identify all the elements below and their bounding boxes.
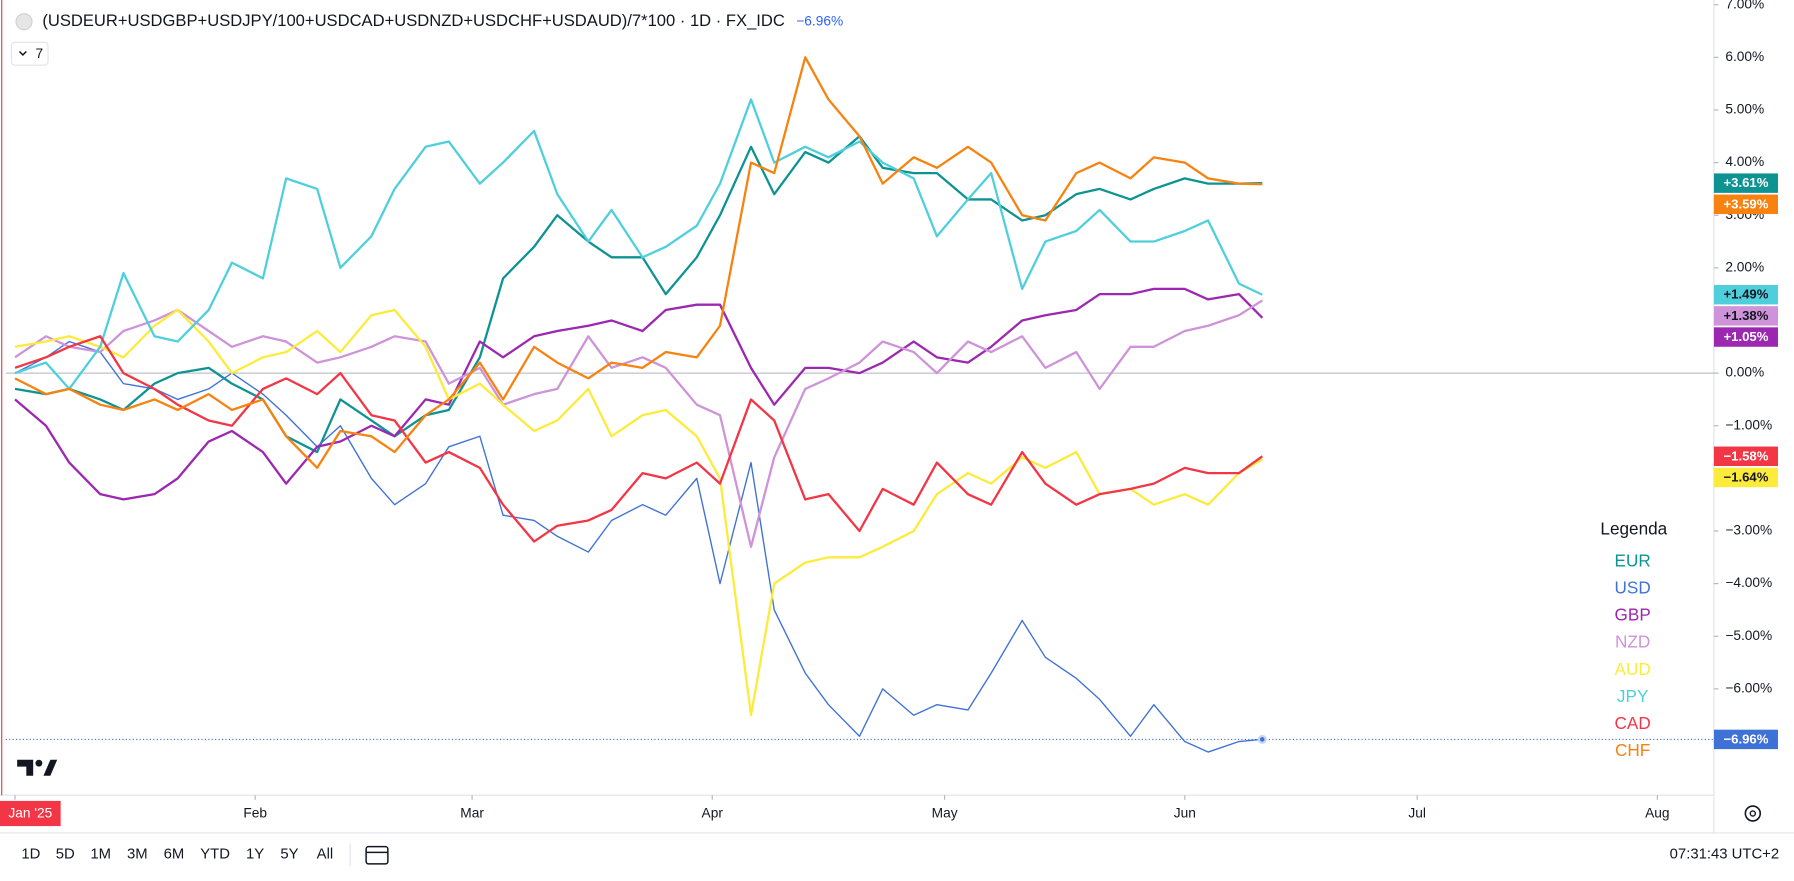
gear-center: [1749, 810, 1757, 817]
series-line: [14, 340, 1263, 753]
x-tick-label: Apr: [702, 806, 724, 821]
range-button[interactable]: 6M: [164, 847, 185, 863]
range-button[interactable]: 5Y: [280, 847, 298, 863]
range-button[interactable]: 5D: [56, 847, 75, 863]
x-tick-label: Feb: [243, 806, 267, 821]
last-value-label: +1.05%: [1723, 329, 1768, 344]
y-tick-label: −4.00%: [1725, 575, 1772, 590]
symbol-icon[interactable]: [15, 13, 33, 31]
last-value-box: [1713, 446, 1778, 466]
series-line: [14, 56, 1263, 469]
gear[interactable]: [1744, 805, 1762, 822]
last-value-box: [1713, 173, 1778, 193]
legend-entry: USD: [1615, 577, 1651, 597]
last-point: [1257, 734, 1267, 744]
range-button[interactable]: 1D: [21, 847, 40, 863]
change-label: −6.96%: [796, 13, 843, 28]
range-button[interactable]: 1M: [90, 847, 111, 863]
y-tick-label: 5.00%: [1725, 102, 1764, 117]
chevron-icon: [18, 50, 27, 56]
legend-entry: GBP: [1615, 605, 1651, 625]
series-line: [14, 335, 1263, 543]
last-value-box: [1713, 284, 1778, 305]
x-tick-label: May: [932, 806, 958, 821]
chart-title: (USDEUR+USDGBP+USDJPY/100+USDCAD+USDNZD+…: [42, 11, 785, 30]
x-tick-label: Jun: [1174, 806, 1196, 821]
legend-entry: EUR: [1615, 550, 1651, 570]
x-tick-label: Mar: [460, 806, 484, 821]
last-value-box: [1713, 467, 1778, 488]
last-value-box: [1713, 327, 1778, 347]
legend-entry: NZD: [1615, 632, 1650, 652]
toolbar: 1D 5D 1M 3M 6M YTD 1Y 5Y All: [21, 847, 333, 863]
plot-area: [5, 56, 1714, 753]
logo-part: [35, 759, 43, 767]
range-button[interactable]: YTD: [200, 847, 230, 863]
y-tick-label: −6.00%: [1725, 681, 1772, 696]
series-line: [14, 287, 1264, 501]
tradingview-logo: [17, 759, 58, 776]
y-tick-label: 4.00%: [1725, 154, 1764, 169]
series-line: [14, 98, 1263, 391]
logo-part: [43, 759, 58, 776]
x-tick-highlight: [0, 800, 61, 827]
legend-entry: CHF: [1615, 740, 1650, 760]
y-tick-label: 0.00%: [1725, 365, 1764, 380]
series-line: [14, 308, 1263, 717]
legend-toggle[interactable]: [10, 41, 49, 66]
collapsed-count: 7: [35, 46, 43, 61]
last-value-box: [1713, 306, 1778, 326]
calendar-body: [365, 845, 389, 865]
y-tick-label: −5.00%: [1725, 628, 1772, 643]
y-tick-label: −1.00%: [1725, 417, 1772, 432]
y-tick-label: 7.00%: [1725, 0, 1764, 11]
legend-entry: AUD: [1615, 659, 1651, 679]
last-value-box: [1713, 194, 1778, 215]
y-tick-label: 2.00%: [1725, 259, 1764, 274]
last-value-label: +1.38%: [1723, 308, 1768, 323]
settings-icon[interactable]: [1744, 805, 1762, 822]
range-button[interactable]: 3M: [127, 847, 148, 863]
calendar-icon[interactable]: [365, 845, 389, 865]
last-value-label: −1.64%: [1723, 469, 1768, 484]
x-tick-label: Aug: [1645, 806, 1669, 821]
last-value-label: −1.58%: [1723, 448, 1768, 463]
last-value-box: [1713, 729, 1778, 750]
legend-title: Legenda: [1600, 518, 1667, 538]
series-line: [14, 299, 1263, 548]
last-value-label: +3.61%: [1723, 175, 1768, 190]
legend-entry: CAD: [1615, 713, 1651, 733]
y-tick-label: 6.00%: [1725, 49, 1764, 64]
y-tick-label: −3.00%: [1725, 523, 1772, 538]
last-value-label: +1.49%: [1723, 287, 1768, 302]
clock: 07:31:43 UTC+2: [1670, 847, 1779, 863]
logo-part: [17, 759, 34, 776]
range-button[interactable]: All: [317, 847, 334, 863]
legend-entry: JPY: [1617, 686, 1649, 706]
range-button[interactable]: 1Y: [246, 847, 264, 863]
x-tick-label: Jul: [1408, 806, 1426, 821]
last-value-label: −6.96%: [1723, 731, 1768, 746]
last-value-label: +3.59%: [1723, 196, 1768, 211]
x-tick-label: Jan '25: [8, 806, 52, 821]
